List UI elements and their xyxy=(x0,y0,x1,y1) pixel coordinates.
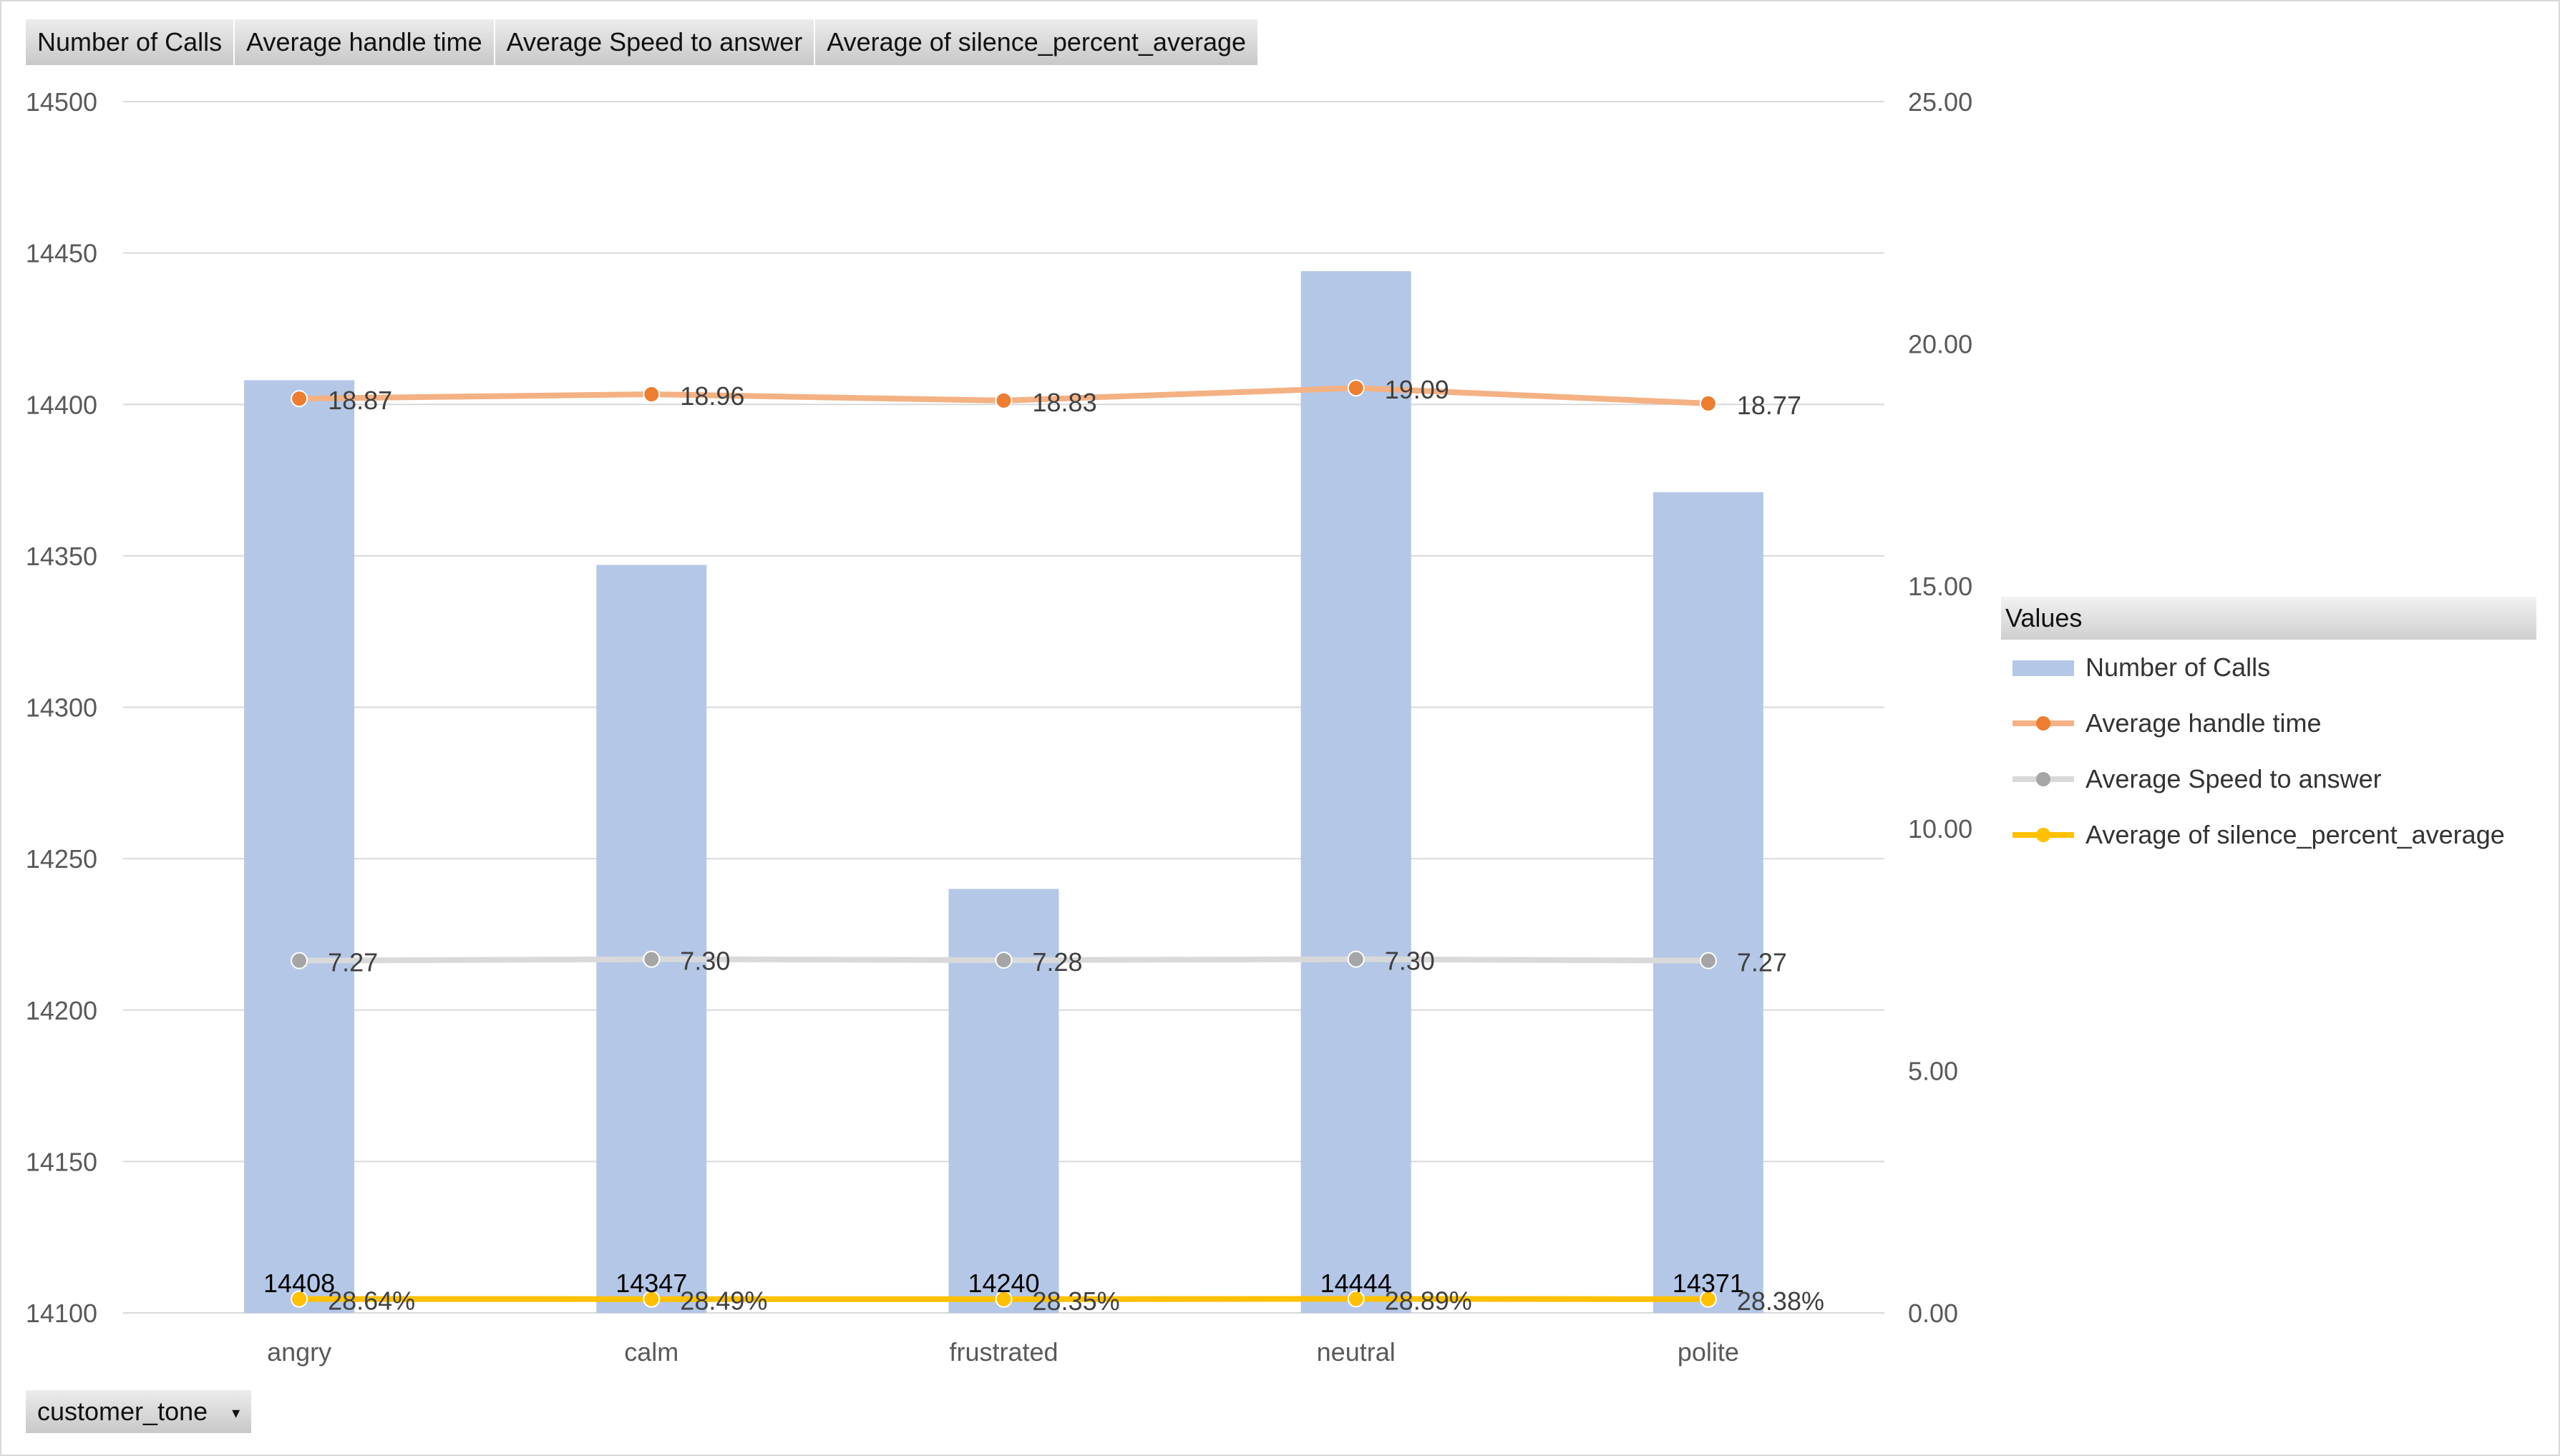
legend-label: Number of Calls xyxy=(2086,653,2271,682)
y-left-tick-label: 14250 xyxy=(26,844,97,874)
field-button-average-speed-to-answer[interactable]: Average Speed to answer xyxy=(495,19,816,65)
series-marker xyxy=(1347,950,1365,968)
y-left-tick-label: 14100 xyxy=(26,1299,97,1328)
legend-item-average-speed-to-answer[interactable]: Average Speed to answer xyxy=(2001,751,2536,807)
legend-item-number-of-calls[interactable]: Number of Calls xyxy=(2001,640,2536,695)
data-label: 7.27 xyxy=(1737,948,1787,977)
x-tick-label: polite xyxy=(1678,1337,1739,1367)
y-left-tick-label: 14350 xyxy=(26,542,97,571)
data-label: 7.27 xyxy=(328,948,378,977)
legend-item-average-silence-percent[interactable]: Average of silence_percent_average xyxy=(2001,807,2536,863)
series-marker xyxy=(995,951,1013,969)
y-right-tick-label: 20.00 xyxy=(1908,330,1972,359)
bar-data-label: 14408 xyxy=(263,1269,335,1298)
field-button-number-of-calls[interactable]: Number of Calls xyxy=(26,19,235,65)
data-label: 28.38% xyxy=(1737,1286,1824,1316)
data-label: 18.87 xyxy=(328,386,392,415)
data-label: 28.89% xyxy=(1385,1286,1472,1315)
legend-line-swatch xyxy=(2013,716,2074,731)
y-left-tick-label: 14200 xyxy=(26,996,97,1025)
y-right-tick-label: 0.00 xyxy=(1908,1299,1958,1328)
data-label: 18.77 xyxy=(1737,391,1801,420)
bar xyxy=(244,380,355,1313)
series-marker xyxy=(291,952,308,969)
series-marker xyxy=(643,950,661,968)
y-left-tick-label: 14500 xyxy=(26,87,97,117)
axis-field-button-customer-tone[interactable]: customer_tone ▾ xyxy=(26,1390,252,1433)
data-label: 18.96 xyxy=(680,381,744,411)
y-left-tick-label: 14150 xyxy=(26,1147,97,1176)
bar-data-label: 14347 xyxy=(615,1269,687,1298)
data-label: 28.64% xyxy=(328,1286,415,1316)
y-left-tick-label: 14400 xyxy=(26,390,97,419)
bar-data-label: 14371 xyxy=(1673,1269,1744,1298)
series-marker xyxy=(291,390,308,408)
series-marker xyxy=(995,1290,1013,1308)
bar-data-label: 14444 xyxy=(1320,1269,1392,1298)
y-right-tick-label: 5.00 xyxy=(1908,1056,1958,1085)
y-right-tick-label: 10.00 xyxy=(1908,814,1972,844)
data-label: 28.35% xyxy=(1033,1286,1120,1316)
bar xyxy=(1653,492,1763,1314)
field-button-average-silence-percent[interactable]: Average of silence_percent_average xyxy=(815,19,1260,65)
legend-bar-swatch xyxy=(2013,660,2074,676)
x-tick-label: angry xyxy=(267,1337,331,1367)
data-label: 7.28 xyxy=(1033,947,1083,977)
series-marker xyxy=(1699,1290,1717,1308)
data-label: 7.30 xyxy=(680,947,730,976)
axis-field-label: customer_tone xyxy=(37,1397,208,1426)
y-right-tick-label: 15.00 xyxy=(1908,572,1972,601)
x-tick-label: calm xyxy=(624,1337,678,1367)
legend-label: Average of silence_percent_average xyxy=(2086,820,2505,849)
legend-line-swatch xyxy=(2013,772,2074,786)
series-marker xyxy=(291,1290,308,1308)
dropdown-arrow-icon: ▾ xyxy=(232,1404,240,1422)
data-label: 18.83 xyxy=(1033,388,1097,417)
y-right-tick-label: 25.00 xyxy=(1908,87,1972,117)
bar-data-label: 14240 xyxy=(968,1269,1039,1298)
legend-item-average-handle-time[interactable]: Average handle time xyxy=(2001,695,2536,751)
legend-label: Average Speed to answer xyxy=(2086,764,2382,793)
series-marker xyxy=(643,1290,661,1308)
series-marker xyxy=(995,391,1013,409)
field-button-average-handle-time[interactable]: Average handle time xyxy=(235,19,495,65)
y-left-tick-label: 14300 xyxy=(26,693,97,723)
legend-label: Average handle time xyxy=(2086,708,2322,738)
series-marker xyxy=(643,386,661,404)
data-label: 28.49% xyxy=(680,1286,767,1316)
data-label: 7.30 xyxy=(1385,947,1435,976)
y-left-tick-label: 14450 xyxy=(26,239,97,268)
series-marker xyxy=(1347,379,1365,397)
series-marker xyxy=(1347,1290,1365,1308)
legend: Values Number of Calls Average handle ti… xyxy=(2001,597,2536,863)
values-field-bar: Number of Calls Average handle time Aver… xyxy=(26,19,1260,65)
legend-line-swatch xyxy=(2013,828,2074,842)
legend-title[interactable]: Values xyxy=(2001,597,2536,640)
x-tick-label: neutral xyxy=(1317,1337,1396,1367)
x-tick-label: frustrated xyxy=(949,1337,1058,1367)
series-marker xyxy=(1699,394,1717,412)
bar xyxy=(596,565,707,1313)
bar xyxy=(1300,271,1411,1313)
data-label: 19.09 xyxy=(1385,375,1449,404)
series-marker xyxy=(1699,952,1717,969)
